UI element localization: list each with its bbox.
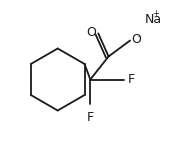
Text: O: O — [87, 26, 96, 39]
Text: +: + — [152, 9, 159, 18]
Text: ⁻: ⁻ — [136, 33, 141, 42]
Text: F: F — [87, 111, 94, 124]
Text: O: O — [131, 33, 141, 46]
Text: F: F — [127, 73, 134, 86]
Text: Na: Na — [145, 13, 162, 26]
